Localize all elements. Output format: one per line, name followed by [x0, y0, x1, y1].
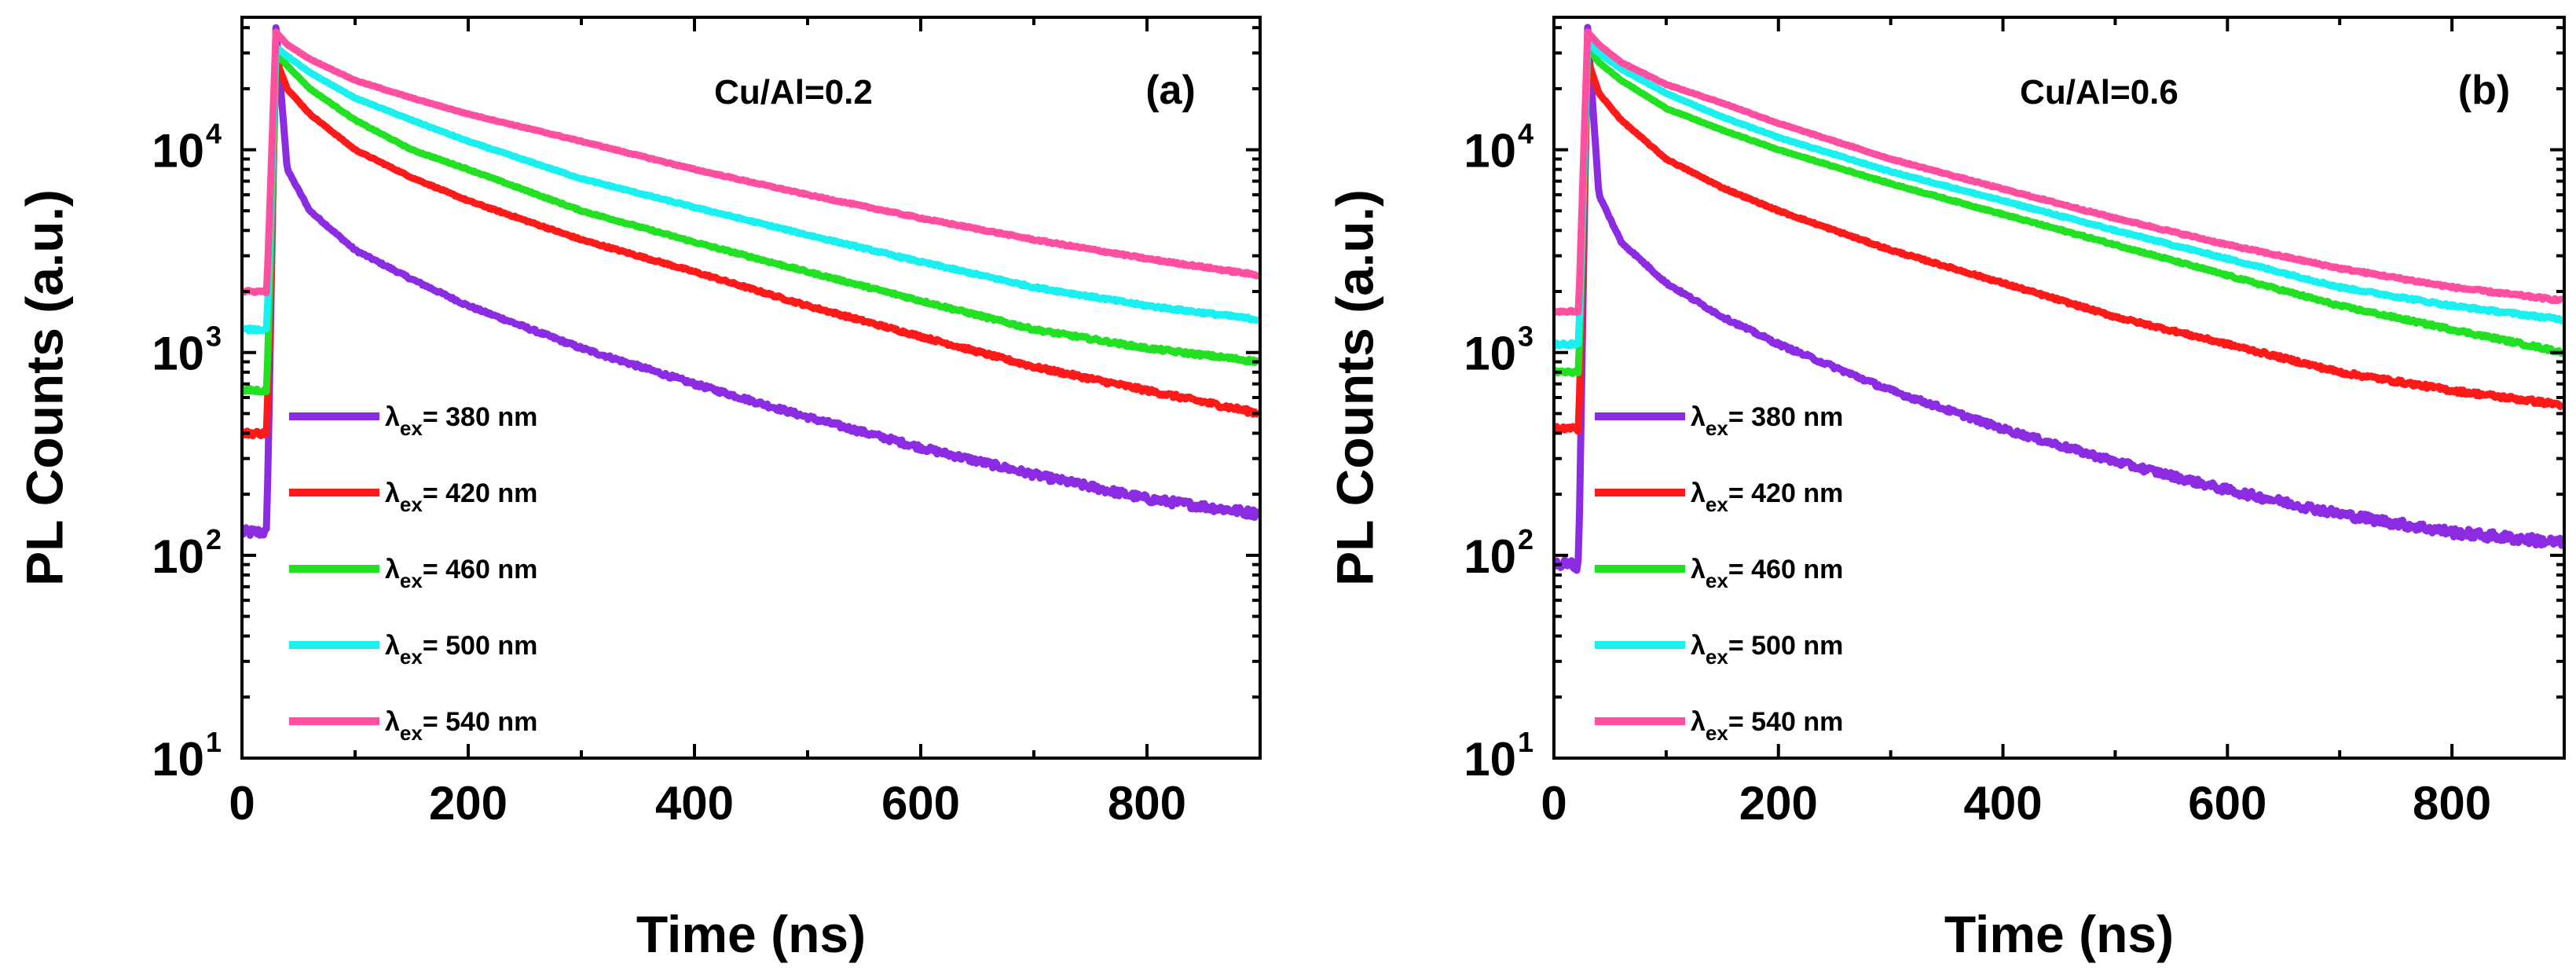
y-axis-title: PL Counts (a.u.)	[1325, 189, 1383, 586]
y-tick-label: 10	[1464, 125, 1516, 178]
y-tick-exponent: 4	[206, 118, 222, 150]
y-tick-exponent: 3	[206, 321, 222, 353]
series-line-500nm	[1554, 38, 2564, 350]
y-tick-label: 10	[152, 328, 204, 380]
y-tick-label: 10	[1464, 733, 1516, 786]
legend-label: λex= 540 nm	[385, 707, 537, 745]
legend-label: λex= 540 nm	[1691, 707, 1843, 745]
series-group	[1554, 24, 2564, 574]
y-tick-label: 10	[152, 530, 204, 583]
x-tick-label: 400	[1964, 777, 2043, 830]
panel-label: (b)	[2458, 68, 2510, 113]
plot-frame	[240, 16, 1262, 760]
legend-label: λex= 460 nm	[385, 555, 537, 592]
panel-label: (a)	[1145, 68, 1196, 113]
y-tick-exponent: 4	[1518, 118, 1534, 150]
y-tick-exponent: 3	[1518, 321, 1534, 353]
x-tick-label: 0	[1541, 777, 1566, 830]
legend-label: λex= 460 nm	[1691, 555, 1843, 592]
series-line-540nm	[1554, 28, 2564, 317]
plot-frame	[1552, 16, 2566, 760]
series-line-540nm	[242, 28, 1260, 296]
y-tick-label: 10	[1464, 328, 1516, 380]
series-line-420nm	[242, 56, 1260, 440]
y-tick-label: 10	[152, 125, 204, 178]
y-tick-exponent: 2	[1518, 523, 1534, 555]
x-tick-label: 200	[1739, 777, 1818, 830]
legend-label: λex= 380 nm	[1691, 402, 1843, 440]
y-tick-exponent: 1	[206, 726, 222, 758]
y-tick-label: 10	[152, 733, 204, 786]
legend: λex= 380 nm λex= 420 nm λex= 460 nm λex= 50…	[289, 402, 537, 745]
series-line-420nm	[1554, 55, 2564, 435]
composition-annotation: Cu/Al=0.6	[2020, 73, 2178, 112]
series-line-460nm	[1554, 43, 2564, 377]
series-group	[242, 24, 1260, 539]
x-tick-label: 800	[1108, 777, 1186, 830]
x-tick-label: 600	[881, 777, 960, 830]
x-axis-title: Time (ns)	[636, 905, 866, 963]
legend-label: λex= 500 nm	[385, 631, 537, 669]
y-tick-exponent: 2	[206, 523, 222, 555]
x-tick-label: 800	[2413, 777, 2491, 830]
series-line-380nm	[242, 24, 1260, 539]
series-line-500nm	[242, 44, 1260, 335]
series-line-460nm	[242, 49, 1260, 396]
y-tick-label: 10	[1464, 530, 1516, 583]
x-tick-label: 0	[229, 777, 255, 830]
composition-annotation: Cu/Al=0.2	[714, 73, 873, 112]
y-tick-exponent: 1	[1518, 726, 1534, 758]
series-line-380nm	[1554, 24, 2564, 574]
x-tick-label: 200	[429, 777, 508, 830]
legend-label: λex= 420 nm	[385, 478, 537, 516]
legend-label: λex= 500 nm	[1691, 631, 1843, 669]
legend-label: λex= 380 nm	[385, 402, 537, 440]
legend: λex= 380 nm λex= 420 nm λex= 460 nm λex= 50…	[1595, 402, 1843, 745]
legend-label: λex= 420 nm	[1691, 478, 1843, 516]
y-axis-title: PL Counts (a.u.)	[15, 189, 73, 586]
x-tick-label: 400	[655, 777, 734, 830]
x-axis-title: Time (ns)	[1944, 905, 2174, 963]
x-tick-label: 600	[2188, 777, 2266, 830]
